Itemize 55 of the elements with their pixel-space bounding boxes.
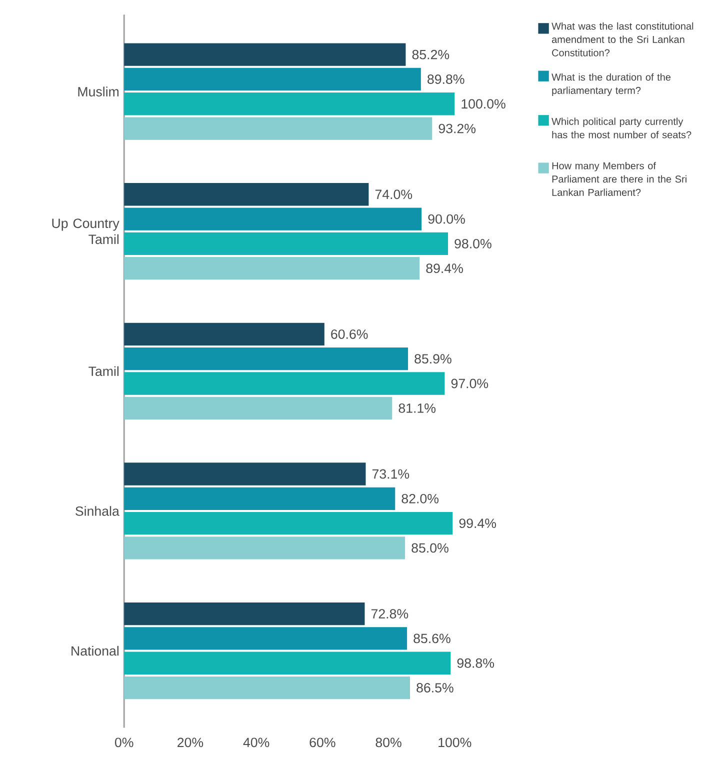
data-label: 60.6% (331, 329, 368, 339)
y-tick-label: Muslim (78, 86, 118, 96)
x-tick-label: 0% (114, 738, 134, 748)
data-label: 89.8% (427, 74, 464, 84)
y-tick-label: National (72, 646, 118, 656)
legend-label: What was the last constitutional amendment to the Sri Lankan Constitution? (552, 22, 694, 56)
bar (124, 487, 396, 510)
data-label: 93.2% (438, 124, 476, 134)
legend-label: What is the duration of the parliamentary term? (552, 73, 670, 96)
y-tick-label: Tamil (88, 366, 118, 376)
bar (124, 322, 324, 346)
y-tick-label: Sinhala (75, 506, 120, 516)
x-tick-label: 60% (310, 738, 336, 748)
data-label: 74.0% (375, 190, 412, 200)
bar (124, 208, 422, 230)
data-label: 98.8% (457, 658, 494, 668)
bar (124, 602, 365, 626)
bar (124, 183, 369, 206)
data-label: 82.0% (402, 494, 438, 504)
legend-label: How many Members of Parliament are there in the Sri Lankan Parliament? (552, 162, 686, 196)
data-label: 90.0% (428, 214, 465, 224)
x-tick-label: 80% (376, 738, 402, 748)
data-label: 85.0% (412, 543, 448, 553)
bar (124, 627, 407, 650)
bar (124, 396, 392, 420)
bar (124, 232, 448, 256)
data-label: 81.1% (398, 403, 436, 413)
data-label: 99.4% (459, 518, 496, 528)
data-label: 85.2% (412, 50, 449, 60)
data-label: 85.6% (414, 634, 450, 644)
bar (124, 676, 410, 700)
data-label: 89.4% (426, 264, 463, 274)
x-tick-label: 20% (177, 738, 203, 748)
x-tick-label: 100% (438, 738, 472, 748)
bar (124, 117, 432, 140)
bar (124, 372, 445, 395)
data-label: 85.9% (414, 354, 452, 364)
bar (124, 68, 421, 91)
x-tick-label: 40% (243, 738, 270, 748)
data-label: 98.0% (454, 238, 492, 248)
legend-label: Which political party currently has the most number of seats? (552, 118, 692, 138)
bar (124, 652, 451, 674)
bar (124, 43, 406, 66)
y-tick-label: Up Country Tamil (52, 218, 120, 244)
bar (124, 462, 366, 486)
bar (124, 512, 453, 535)
bar (124, 348, 408, 370)
bar (124, 92, 455, 116)
bar (124, 536, 405, 560)
data-label: 72.8% (371, 609, 408, 619)
data-label: 73.1% (372, 469, 410, 479)
bar (124, 257, 420, 280)
data-label: 100.0% (462, 99, 506, 109)
data-label: 97.0% (451, 378, 488, 388)
data-label: 86.5% (416, 683, 454, 692)
